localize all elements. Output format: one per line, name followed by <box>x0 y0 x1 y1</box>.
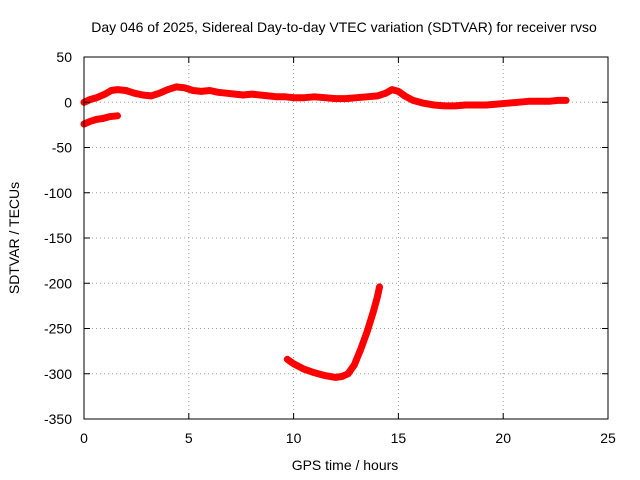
y-tick-label: -50 <box>52 140 72 156</box>
grid-lines <box>84 57 608 419</box>
y-tick-label: -200 <box>44 275 72 291</box>
data-series <box>80 83 570 381</box>
x-tick-label: 15 <box>391 430 407 446</box>
y-tick-label: -100 <box>44 185 72 201</box>
x-tick-label: 10 <box>286 430 302 446</box>
y-tick-label: 0 <box>64 94 72 110</box>
x-tick-label: 5 <box>185 430 193 446</box>
x-tick-label: 0 <box>80 430 88 446</box>
chart-title: Day 046 of 2025, Sidereal Day-to-day VTE… <box>91 19 597 35</box>
series-line-track-early <box>80 112 121 128</box>
y-tick-label: -350 <box>44 411 72 427</box>
y-tick-label: 50 <box>56 49 72 65</box>
x-tick-label: 25 <box>600 430 616 446</box>
y-tick-label: -300 <box>44 366 72 382</box>
y-tick-label: -150 <box>44 230 72 246</box>
plot-frame <box>83 56 609 420</box>
y-axis-label: SDTVAR / TECUs <box>6 182 22 294</box>
axis-ticks: 50 0 -50 -100 -150 -200 -250 -300 -350 0 5 10 15 20 25 <box>44 49 616 446</box>
series-line-track-dip <box>283 283 383 381</box>
x-tick-label: 20 <box>495 430 511 446</box>
series-line-track-main <box>80 83 570 110</box>
y-tick-label: -250 <box>44 321 72 337</box>
x-axis-label: GPS time / hours <box>292 457 399 473</box>
